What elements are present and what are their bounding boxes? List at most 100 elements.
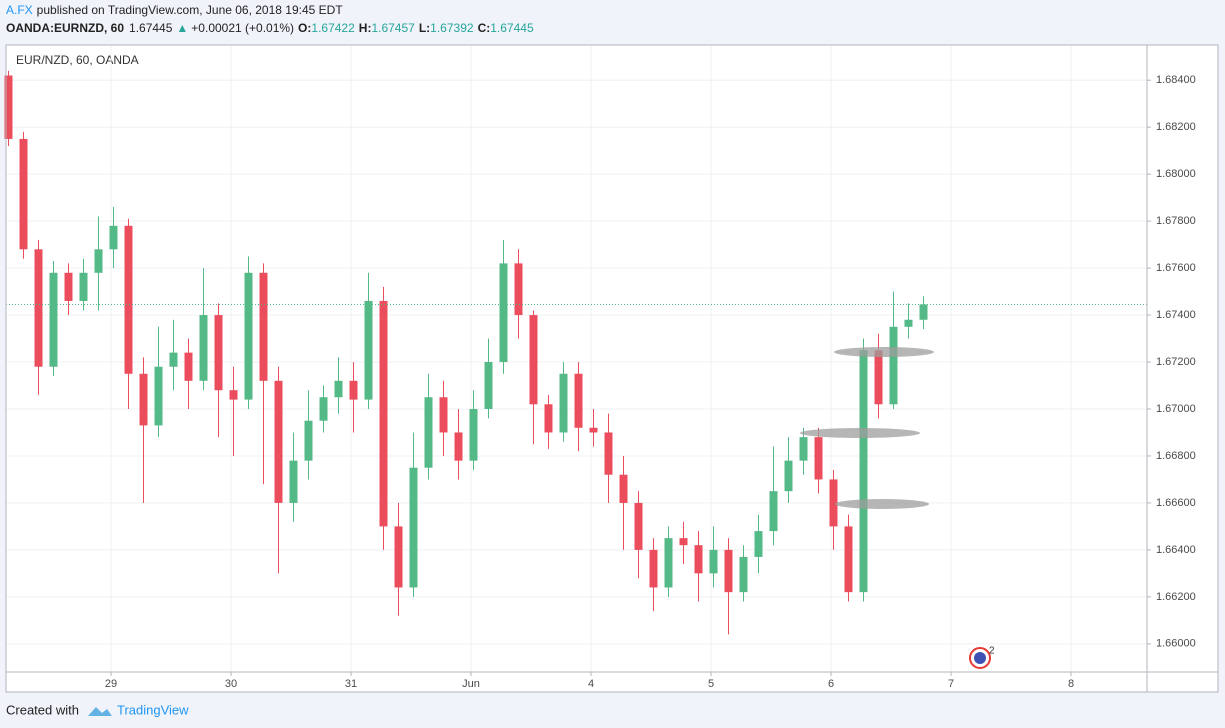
candle-body bbox=[619, 474, 628, 503]
candle-body bbox=[694, 545, 703, 574]
candle-body bbox=[439, 397, 448, 433]
y-tick-label: 1.66400 bbox=[1156, 544, 1196, 556]
x-tick-label: 31 bbox=[345, 678, 357, 690]
candle-body bbox=[4, 75, 13, 139]
event-badge-count: 2 bbox=[989, 646, 995, 657]
candle-body bbox=[49, 272, 58, 367]
event-badge-flag bbox=[974, 652, 986, 664]
candle-body bbox=[859, 350, 868, 593]
candles bbox=[4, 70, 1147, 635]
x-tick-label: 5 bbox=[708, 678, 714, 690]
change: +0.00021 (+0.01%) bbox=[191, 21, 294, 35]
y-tick-label: 1.66000 bbox=[1156, 638, 1196, 650]
candle-body bbox=[649, 549, 658, 588]
candle-body bbox=[109, 225, 118, 250]
ohlc-value: 1.67457 bbox=[371, 21, 415, 35]
candle-body bbox=[589, 427, 598, 433]
price: 1.67445 bbox=[129, 21, 173, 35]
x-tick-label: 4 bbox=[588, 678, 594, 690]
candle-body bbox=[259, 272, 268, 381]
y-tick-label: 1.66800 bbox=[1156, 450, 1196, 462]
candle-body bbox=[514, 263, 523, 316]
candle-body bbox=[124, 225, 133, 374]
y-tick-label: 1.68400 bbox=[1156, 74, 1196, 86]
x-tick-label: 29 bbox=[105, 678, 117, 690]
up-arrow: ▲ bbox=[176, 21, 188, 35]
candle-body bbox=[274, 380, 283, 503]
ohlc-label: O: bbox=[298, 21, 311, 35]
footer-created: Created with bbox=[6, 702, 79, 717]
candle-body bbox=[814, 437, 823, 480]
chart-border bbox=[5, 44, 1219, 693]
candle-body bbox=[184, 352, 193, 381]
drawing-ellipse bbox=[834, 347, 934, 357]
candle-body bbox=[634, 502, 643, 550]
candle-body bbox=[409, 467, 418, 588]
candle-body bbox=[319, 397, 328, 421]
candle-body bbox=[169, 352, 178, 367]
candle-body bbox=[379, 300, 388, 527]
x-tick-label: 8 bbox=[1068, 678, 1074, 690]
header-line: A.FX published on TradingView.com, June 0… bbox=[6, 3, 343, 17]
x-tick-label: 30 bbox=[225, 678, 237, 690]
candle-body bbox=[214, 315, 223, 391]
y-tick-label: 1.66200 bbox=[1156, 591, 1196, 603]
candle-body bbox=[574, 373, 583, 428]
candle-body bbox=[199, 315, 208, 381]
candle-body bbox=[79, 272, 88, 301]
drawing-ellipse bbox=[835, 499, 929, 509]
x-tick-label: Jun bbox=[462, 678, 480, 690]
candle-body bbox=[34, 249, 43, 367]
published: published on TradingView.com, June 06, 2… bbox=[37, 3, 344, 17]
candle-body bbox=[484, 362, 493, 409]
candle-body bbox=[784, 460, 793, 492]
quote-line: OANDA:EURNZD, 60 1.67445 ▲ +0.00021 (+0.01%… bbox=[6, 21, 534, 35]
grid: 1.66000 1.66200 1.66400 1.66600 1.66800 1.670… bbox=[6, 45, 1196, 690]
candle-body bbox=[349, 380, 358, 400]
candle-body bbox=[469, 408, 478, 461]
y-tick-label: 1.67400 bbox=[1156, 309, 1196, 321]
candle-body bbox=[64, 272, 73, 301]
candle-body bbox=[394, 526, 403, 588]
candle-body bbox=[139, 373, 148, 426]
candle-body bbox=[769, 491, 778, 532]
ohlc-value: 1.67392 bbox=[430, 21, 474, 35]
footer-brand: TradingView bbox=[117, 702, 189, 717]
candle-body bbox=[754, 531, 763, 557]
chart-panel bbox=[6, 45, 1218, 692]
ohlc-label: L: bbox=[419, 21, 430, 35]
candle-body bbox=[424, 397, 433, 468]
y-tick-label: 1.67000 bbox=[1156, 403, 1196, 415]
drawing-ellipse bbox=[800, 428, 920, 438]
candle-body bbox=[244, 272, 253, 400]
y-tick-label: 1.67600 bbox=[1156, 262, 1196, 274]
candle-body bbox=[799, 437, 808, 461]
x-tick-label: 6 bbox=[828, 678, 834, 690]
y-tick-label: 1.68000 bbox=[1156, 168, 1196, 180]
candle-body bbox=[289, 460, 298, 503]
ohlc-label: H: bbox=[359, 21, 372, 35]
candle-body bbox=[454, 432, 463, 461]
candle-body bbox=[844, 526, 853, 593]
candle-body bbox=[529, 315, 538, 405]
ohlc-label: C: bbox=[478, 21, 491, 35]
ohlc-value: 1.67445 bbox=[490, 21, 534, 35]
ohlc-value: 1.67422 bbox=[311, 21, 355, 35]
candle-body bbox=[904, 319, 913, 327]
candle-body bbox=[724, 549, 733, 593]
candle-body bbox=[559, 373, 568, 433]
candle-body bbox=[829, 479, 838, 527]
symbol: OANDA:EURNZD, 60 bbox=[6, 21, 124, 35]
y-tick-label: 1.67200 bbox=[1156, 356, 1196, 368]
candle-body bbox=[604, 432, 613, 475]
author: A.FX bbox=[6, 3, 33, 17]
candle-body bbox=[364, 300, 373, 400]
x-tick-label: 7 bbox=[948, 678, 954, 690]
y-tick-label: 1.66600 bbox=[1156, 497, 1196, 509]
candle-body bbox=[154, 366, 163, 426]
candle-body bbox=[544, 404, 553, 433]
chart-title: EUR/NZD, 60, OANDA bbox=[16, 53, 139, 67]
y-tick-label: 1.68200 bbox=[1156, 121, 1196, 133]
